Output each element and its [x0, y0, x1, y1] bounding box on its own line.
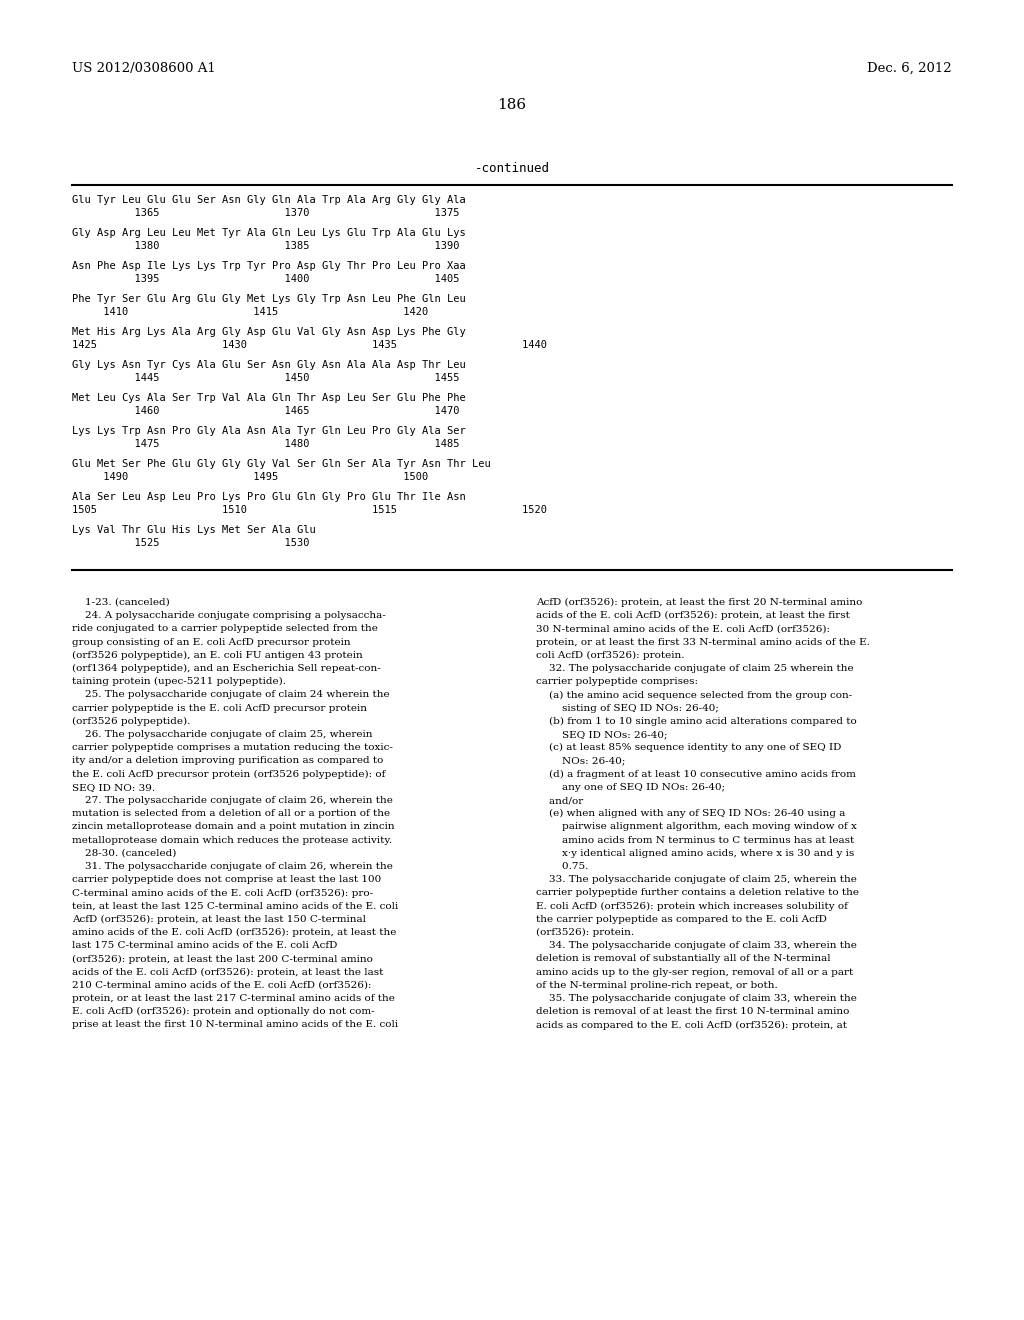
Text: 1490                    1495                    1500: 1490 1495 1500 — [72, 473, 428, 482]
Text: ride conjugated to a carrier polypeptide selected from the: ride conjugated to a carrier polypeptide… — [72, 624, 378, 634]
Text: mutation is selected from a deletion of all or a portion of the: mutation is selected from a deletion of … — [72, 809, 390, 818]
Text: 1395                    1400                    1405: 1395 1400 1405 — [72, 275, 460, 284]
Text: (orf3526): protein, at least the last 200 C-terminal amino: (orf3526): protein, at least the last 20… — [72, 954, 373, 964]
Text: ity and/or a deletion improving purification as compared to: ity and/or a deletion improving purifica… — [72, 756, 383, 766]
Text: E. coli AcfD (orf3526): protein which increases solubility of: E. coli AcfD (orf3526): protein which in… — [536, 902, 848, 911]
Text: 27. The polysaccharide conjugate of claim 26, wherein the: 27. The polysaccharide conjugate of clai… — [72, 796, 393, 805]
Text: 1475                    1480                    1485: 1475 1480 1485 — [72, 440, 460, 449]
Text: 34. The polysaccharide conjugate of claim 33, wherein the: 34. The polysaccharide conjugate of clai… — [536, 941, 857, 950]
Text: 24. A polysaccharide conjugate comprising a polysaccha-: 24. A polysaccharide conjugate comprisin… — [72, 611, 386, 620]
Text: carrier polypeptide does not comprise at least the last 100: carrier polypeptide does not comprise at… — [72, 875, 381, 884]
Text: acids of the E. coli AcfD (orf3526): protein, at least the first: acids of the E. coli AcfD (orf3526): pro… — [536, 611, 850, 620]
Text: 31. The polysaccharide conjugate of claim 26, wherein the: 31. The polysaccharide conjugate of clai… — [72, 862, 393, 871]
Text: Glu Met Ser Phe Glu Gly Gly Gly Val Ser Gln Ser Ala Tyr Asn Thr Leu: Glu Met Ser Phe Glu Gly Gly Gly Val Ser … — [72, 459, 490, 469]
Text: last 175 C-terminal amino acids of the E. coli AcfD: last 175 C-terminal amino acids of the E… — [72, 941, 337, 950]
Text: (orf3526 polypeptide).: (orf3526 polypeptide). — [72, 717, 190, 726]
Text: carrier polypeptide is the E. coli AcfD precursor protein: carrier polypeptide is the E. coli AcfD … — [72, 704, 367, 713]
Text: 32. The polysaccharide conjugate of claim 25 wherein the: 32. The polysaccharide conjugate of clai… — [536, 664, 854, 673]
Text: deletion is removal of substantially all of the N-terminal: deletion is removal of substantially all… — [536, 954, 830, 964]
Text: 28-30. (canceled): 28-30. (canceled) — [72, 849, 176, 858]
Text: 33. The polysaccharide conjugate of claim 25, wherein the: 33. The polysaccharide conjugate of clai… — [536, 875, 857, 884]
Text: 1425                    1430                    1435                    1440: 1425 1430 1435 1440 — [72, 341, 547, 350]
Text: of the N-terminal proline-rich repeat, or both.: of the N-terminal proline-rich repeat, o… — [536, 981, 778, 990]
Text: 1525                    1530: 1525 1530 — [72, 539, 309, 548]
Text: SEQ ID NO: 39.: SEQ ID NO: 39. — [72, 783, 155, 792]
Text: (orf3526): protein.: (orf3526): protein. — [536, 928, 634, 937]
Text: (b) from 1 to 10 single amino acid alterations compared to: (b) from 1 to 10 single amino acid alter… — [536, 717, 857, 726]
Text: 35. The polysaccharide conjugate of claim 33, wherein the: 35. The polysaccharide conjugate of clai… — [536, 994, 857, 1003]
Text: carrier polypeptide further contains a deletion relative to the: carrier polypeptide further contains a d… — [536, 888, 859, 898]
Text: 0.75.: 0.75. — [536, 862, 589, 871]
Text: Gly Lys Asn Tyr Cys Ala Glu Ser Asn Gly Asn Ala Ala Asp Thr Leu: Gly Lys Asn Tyr Cys Ala Glu Ser Asn Gly … — [72, 360, 466, 370]
Text: acids of the E. coli AcfD (orf3526): protein, at least the last: acids of the E. coli AcfD (orf3526): pro… — [72, 968, 383, 977]
Text: prise at least the first 10 N-terminal amino acids of the E. coli: prise at least the first 10 N-terminal a… — [72, 1020, 398, 1030]
Text: 1365                    1370                    1375: 1365 1370 1375 — [72, 209, 460, 218]
Text: (c) at least 85% sequence identity to any one of SEQ ID: (c) at least 85% sequence identity to an… — [536, 743, 842, 752]
Text: -continued: -continued — [474, 162, 550, 176]
Text: and/or: and/or — [536, 796, 584, 805]
Text: NOs: 26-40;: NOs: 26-40; — [536, 756, 626, 766]
Text: zincin metalloprotease domain and a point mutation in zincin: zincin metalloprotease domain and a poin… — [72, 822, 394, 832]
Text: 210 C-terminal amino acids of the E. coli AcfD (orf3526):: 210 C-terminal amino acids of the E. col… — [72, 981, 372, 990]
Text: Lys Val Thr Glu His Lys Met Ser Ala Glu: Lys Val Thr Glu His Lys Met Ser Ala Glu — [72, 525, 315, 535]
Text: amino acids of the E. coli AcfD (orf3526): protein, at least the: amino acids of the E. coli AcfD (orf3526… — [72, 928, 396, 937]
Text: Gly Asp Arg Leu Leu Met Tyr Ala Gln Leu Lys Glu Trp Ala Glu Lys: Gly Asp Arg Leu Leu Met Tyr Ala Gln Leu … — [72, 228, 466, 238]
Text: carrier polypeptide comprises a mutation reducing the toxic-: carrier polypeptide comprises a mutation… — [72, 743, 393, 752]
Text: protein, or at least the first 33 N-terminal amino acids of the E.: protein, or at least the first 33 N-term… — [536, 638, 869, 647]
Text: (e) when aligned with any of SEQ ID NOs: 26-40 using a: (e) when aligned with any of SEQ ID NOs:… — [536, 809, 846, 818]
Text: 25. The polysaccharide conjugate of claim 24 wherein the: 25. The polysaccharide conjugate of clai… — [72, 690, 389, 700]
Text: sisting of SEQ ID NOs: 26-40;: sisting of SEQ ID NOs: 26-40; — [536, 704, 719, 713]
Text: Dec. 6, 2012: Dec. 6, 2012 — [867, 62, 952, 75]
Text: AcfD (orf3526): protein, at least the first 20 N-terminal amino: AcfD (orf3526): protein, at least the fi… — [536, 598, 862, 607]
Text: US 2012/0308600 A1: US 2012/0308600 A1 — [72, 62, 216, 75]
Text: carrier polypeptide comprises:: carrier polypeptide comprises: — [536, 677, 698, 686]
Text: group consisting of an E. coli AcfD precursor protein: group consisting of an E. coli AcfD prec… — [72, 638, 350, 647]
Text: pairwise alignment algorithm, each moving window of x: pairwise alignment algorithm, each movin… — [536, 822, 857, 832]
Text: the carrier polypeptide as compared to the E. coli AcfD: the carrier polypeptide as compared to t… — [536, 915, 826, 924]
Text: taining protein (upec-5211 polypeptide).: taining protein (upec-5211 polypeptide). — [72, 677, 286, 686]
Text: (d) a fragment of at least 10 consecutive amino acids from: (d) a fragment of at least 10 consecutiv… — [536, 770, 856, 779]
Text: 1-23. (canceled): 1-23. (canceled) — [72, 598, 170, 607]
Text: AcfD (orf3526): protein, at least the last 150 C-terminal: AcfD (orf3526): protein, at least the la… — [72, 915, 366, 924]
Text: the E. coli AcfD precursor protein (orf3526 polypeptide): of: the E. coli AcfD precursor protein (orf3… — [72, 770, 385, 779]
Text: acids as compared to the E. coli AcfD (orf3526): protein, at: acids as compared to the E. coli AcfD (o… — [536, 1020, 847, 1030]
Text: any one of SEQ ID NOs: 26-40;: any one of SEQ ID NOs: 26-40; — [536, 783, 725, 792]
Text: C-terminal amino acids of the E. coli AcfD (orf3526): pro-: C-terminal amino acids of the E. coli Ac… — [72, 888, 373, 898]
Text: protein, or at least the last 217 C-terminal amino acids of the: protein, or at least the last 217 C-term… — [72, 994, 395, 1003]
Text: Met Leu Cys Ala Ser Trp Val Ala Gln Thr Asp Leu Ser Glu Phe Phe: Met Leu Cys Ala Ser Trp Val Ala Gln Thr … — [72, 393, 466, 403]
Text: 26. The polysaccharide conjugate of claim 25, wherein: 26. The polysaccharide conjugate of clai… — [72, 730, 373, 739]
Text: Met His Arg Lys Ala Arg Gly Asp Glu Val Gly Asn Asp Lys Phe Gly: Met His Arg Lys Ala Arg Gly Asp Glu Val … — [72, 327, 466, 337]
Text: coli AcfD (orf3526): protein.: coli AcfD (orf3526): protein. — [536, 651, 684, 660]
Text: SEQ ID NOs: 26-40;: SEQ ID NOs: 26-40; — [536, 730, 668, 739]
Text: Ala Ser Leu Asp Leu Pro Lys Pro Glu Gln Gly Pro Glu Thr Ile Asn: Ala Ser Leu Asp Leu Pro Lys Pro Glu Gln … — [72, 492, 466, 502]
Text: 186: 186 — [498, 98, 526, 112]
Text: deletion is removal of at least the first 10 N-terminal amino: deletion is removal of at least the firs… — [536, 1007, 849, 1016]
Text: 1460                    1465                    1470: 1460 1465 1470 — [72, 407, 460, 416]
Text: amino acids from N terminus to C terminus has at least: amino acids from N terminus to C terminu… — [536, 836, 854, 845]
Text: Glu Tyr Leu Glu Glu Ser Asn Gly Gln Ala Trp Ala Arg Gly Gly Ala: Glu Tyr Leu Glu Glu Ser Asn Gly Gln Ala … — [72, 195, 466, 205]
Text: 1380                    1385                    1390: 1380 1385 1390 — [72, 242, 460, 251]
Text: (orf3526 polypeptide), an E. coli FU antigen 43 protein: (orf3526 polypeptide), an E. coli FU ant… — [72, 651, 362, 660]
Text: 1505                    1510                    1515                    1520: 1505 1510 1515 1520 — [72, 506, 547, 515]
Text: x·y identical aligned amino acids, where x is 30 and y is: x·y identical aligned amino acids, where… — [536, 849, 854, 858]
Text: 1445                    1450                    1455: 1445 1450 1455 — [72, 374, 460, 383]
Text: Asn Phe Asp Ile Lys Lys Trp Tyr Pro Asp Gly Thr Pro Leu Pro Xaa: Asn Phe Asp Ile Lys Lys Trp Tyr Pro Asp … — [72, 261, 466, 271]
Text: 1410                    1415                    1420: 1410 1415 1420 — [72, 308, 428, 317]
Text: (a) the amino acid sequence selected from the group con-: (a) the amino acid sequence selected fro… — [536, 690, 852, 700]
Text: 30 N-terminal amino acids of the E. coli AcfD (orf3526):: 30 N-terminal amino acids of the E. coli… — [536, 624, 830, 634]
Text: amino acids up to the gly-ser region, removal of all or a part: amino acids up to the gly-ser region, re… — [536, 968, 853, 977]
Text: Phe Tyr Ser Glu Arg Glu Gly Met Lys Gly Trp Asn Leu Phe Gln Leu: Phe Tyr Ser Glu Arg Glu Gly Met Lys Gly … — [72, 294, 466, 304]
Text: (orf1364 polypeptide), and an Escherichia Sell repeat-con-: (orf1364 polypeptide), and an Escherichi… — [72, 664, 381, 673]
Text: metalloprotease domain which reduces the protease activity.: metalloprotease domain which reduces the… — [72, 836, 392, 845]
Text: E. coli AcfD (orf3526): protein and optionally do not com-: E. coli AcfD (orf3526): protein and opti… — [72, 1007, 375, 1016]
Text: tein, at least the last 125 C-terminal amino acids of the E. coli: tein, at least the last 125 C-terminal a… — [72, 902, 398, 911]
Text: Lys Lys Trp Asn Pro Gly Ala Asn Ala Tyr Gln Leu Pro Gly Ala Ser: Lys Lys Trp Asn Pro Gly Ala Asn Ala Tyr … — [72, 426, 466, 436]
